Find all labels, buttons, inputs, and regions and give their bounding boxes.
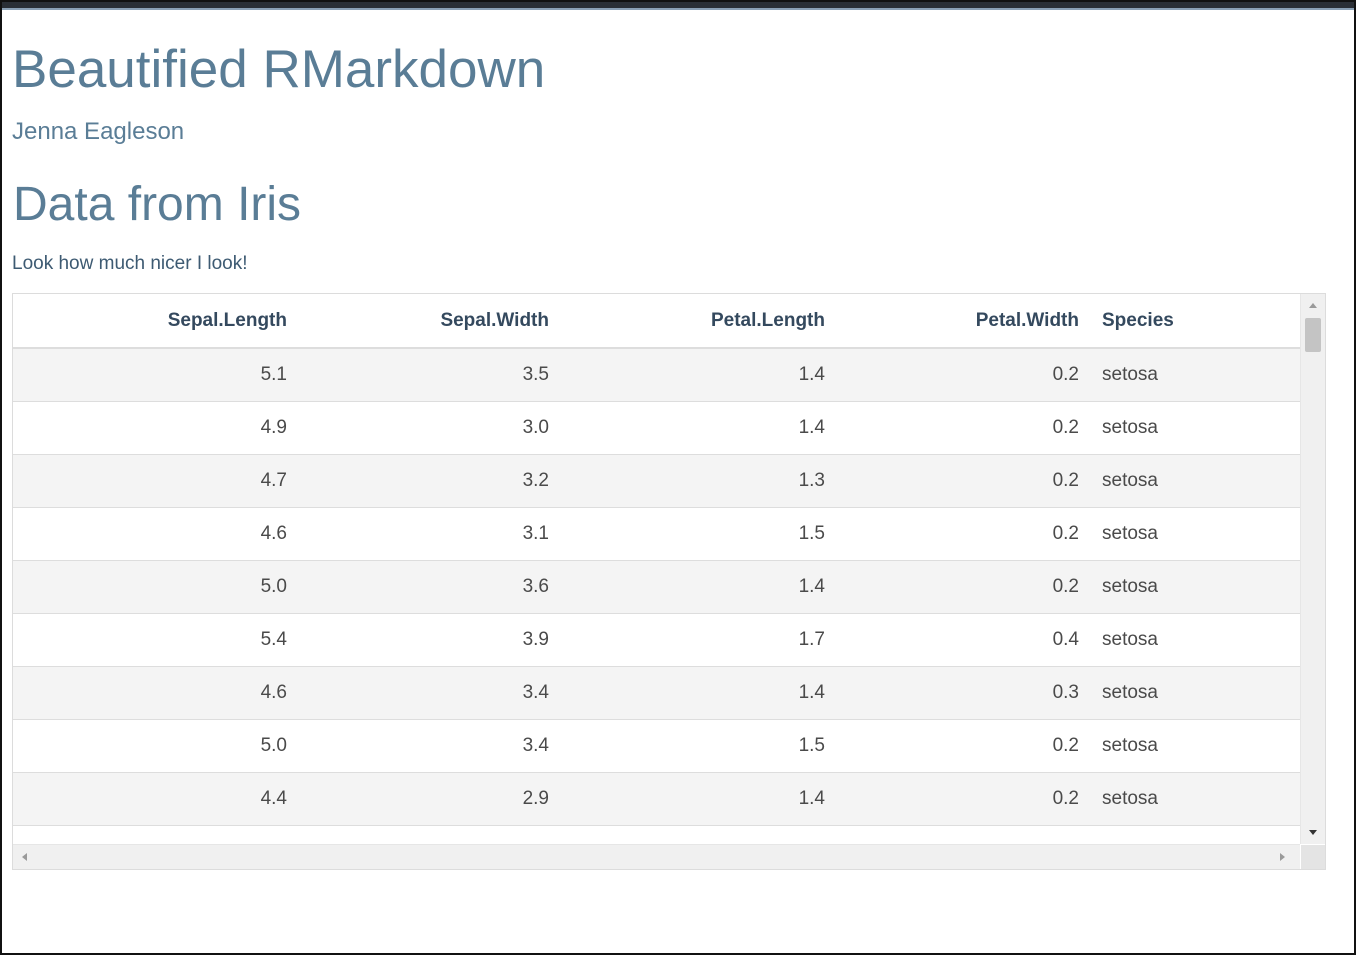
scrollbar-corner xyxy=(1301,845,1325,869)
table-cell: 0.2 xyxy=(825,560,1079,614)
table-cell: 0.4 xyxy=(825,613,1079,667)
table-cell: 1.5 xyxy=(549,507,825,561)
species-value: setosa xyxy=(1102,735,1158,756)
iris-table: Sepal.Length Sepal.Width Petal.Length Pe… xyxy=(13,294,1300,826)
arrow-right-icon[interactable] xyxy=(1280,853,1285,861)
document-author: Jenna Eagleson xyxy=(12,118,185,145)
window-top-border xyxy=(2,2,1354,10)
column-header: Petal.Width xyxy=(825,294,1079,349)
table-cell: 1.4 xyxy=(549,348,825,402)
horizontal-scrollbar[interactable] xyxy=(13,844,1300,869)
vertical-scroll-thumb[interactable] xyxy=(1305,318,1321,352)
table-cell: 5.0 xyxy=(13,719,287,773)
table-cell: 1.5 xyxy=(549,719,825,773)
table-cell: 3.1 xyxy=(287,507,549,561)
table-cell: 1.4 xyxy=(549,772,825,826)
table-cell: 3.9 xyxy=(287,613,549,667)
arrow-up-icon[interactable] xyxy=(1309,303,1317,308)
vertical-scrollbar[interactable] xyxy=(1300,294,1325,844)
table-cell: 3.4 xyxy=(287,666,549,720)
species-value: setosa xyxy=(1102,417,1158,438)
table-row: 4.7 3.2 1.3 0.2 setosa xyxy=(13,454,1300,508)
table-cell: 3.6 xyxy=(287,560,549,614)
table-cell: 0.2 xyxy=(825,348,1079,402)
table-cell: 1.4 xyxy=(549,666,825,720)
table-cell: 1.3 xyxy=(549,454,825,508)
species-value: setosa xyxy=(1102,788,1158,809)
column-header: Sepal.Length xyxy=(13,294,287,349)
table-cell: 4.6 xyxy=(13,666,287,720)
table-cell: 4.9 xyxy=(13,401,287,455)
table-row: 5.1 3.5 1.4 0.2 setosa xyxy=(13,348,1300,402)
table-cell: setosa xyxy=(1079,772,1300,826)
intro-paragraph: Look how much nicer I look! xyxy=(12,253,248,274)
table-cell: setosa xyxy=(1079,401,1300,455)
table-cell: 0.3 xyxy=(825,666,1079,720)
table-cell: 4.7 xyxy=(13,454,287,508)
table-row: 5.4 3.9 1.7 0.4 setosa xyxy=(13,613,1300,667)
species-value: setosa xyxy=(1102,523,1158,544)
table-cell: setosa xyxy=(1079,613,1300,667)
table-cell: 1.4 xyxy=(549,401,825,455)
table-cell: 0.2 xyxy=(825,454,1079,508)
table-viewport[interactable]: Sepal.Length Sepal.Width Petal.Length Pe… xyxy=(13,294,1300,844)
species-value: setosa xyxy=(1102,576,1158,597)
arrow-down-icon[interactable] xyxy=(1309,830,1317,835)
table-cell: 0.2 xyxy=(825,719,1079,773)
species-value: setosa xyxy=(1102,470,1158,491)
table-row: 4.6 3.1 1.5 0.2 setosa xyxy=(13,507,1300,561)
document-title: Beautified RMarkdown xyxy=(12,40,546,99)
table-cell: 3.5 xyxy=(287,348,549,402)
table-cell: setosa xyxy=(1079,348,1300,402)
species-value: setosa xyxy=(1102,629,1158,650)
table-row: 4.4 2.9 1.4 0.2 setosa xyxy=(13,772,1300,826)
table-row: 5.0 3.4 1.5 0.2 setosa xyxy=(13,719,1300,773)
table-cell: 1.4 xyxy=(549,560,825,614)
column-header: Species xyxy=(1079,294,1300,349)
section-heading: Data from Iris xyxy=(13,178,302,231)
arrow-left-icon[interactable] xyxy=(22,853,27,861)
species-value: setosa xyxy=(1102,364,1158,385)
species-value: setosa xyxy=(1102,682,1158,703)
table-row: 4.6 3.4 1.4 0.3 setosa xyxy=(13,666,1300,720)
table-cell: 4.6 xyxy=(13,507,287,561)
table-cell: 0.2 xyxy=(825,401,1079,455)
table-cell: setosa xyxy=(1079,454,1300,508)
table-row: 5.0 3.6 1.4 0.2 setosa xyxy=(13,560,1300,614)
column-header: Petal.Length xyxy=(549,294,825,349)
table-cell: 0.2 xyxy=(825,772,1079,826)
table-cell: 4.4 xyxy=(13,772,287,826)
table-cell: 5.4 xyxy=(13,613,287,667)
table-cell: 3.0 xyxy=(287,401,549,455)
table-header-row: Sepal.Length Sepal.Width Petal.Length Pe… xyxy=(13,294,1300,349)
table-cell: 0.2 xyxy=(825,507,1079,561)
column-header: Sepal.Width xyxy=(287,294,549,349)
table-cell: 5.0 xyxy=(13,560,287,614)
table-cell: 1.7 xyxy=(549,613,825,667)
table-cell: setosa xyxy=(1079,666,1300,720)
table-cell: setosa xyxy=(1079,560,1300,614)
table-cell: 5.1 xyxy=(13,348,287,402)
table-cell: 3.4 xyxy=(287,719,549,773)
table-cell: setosa xyxy=(1079,507,1300,561)
table-cell: setosa xyxy=(1079,719,1300,773)
table-cell: 2.9 xyxy=(287,772,549,826)
table-row: 4.9 3.0 1.4 0.2 setosa xyxy=(13,401,1300,455)
table-cell: 3.2 xyxy=(287,454,549,508)
column-header-label: Species xyxy=(1102,309,1174,331)
data-table-container: Sepal.Length Sepal.Width Petal.Length Pe… xyxy=(12,293,1326,870)
